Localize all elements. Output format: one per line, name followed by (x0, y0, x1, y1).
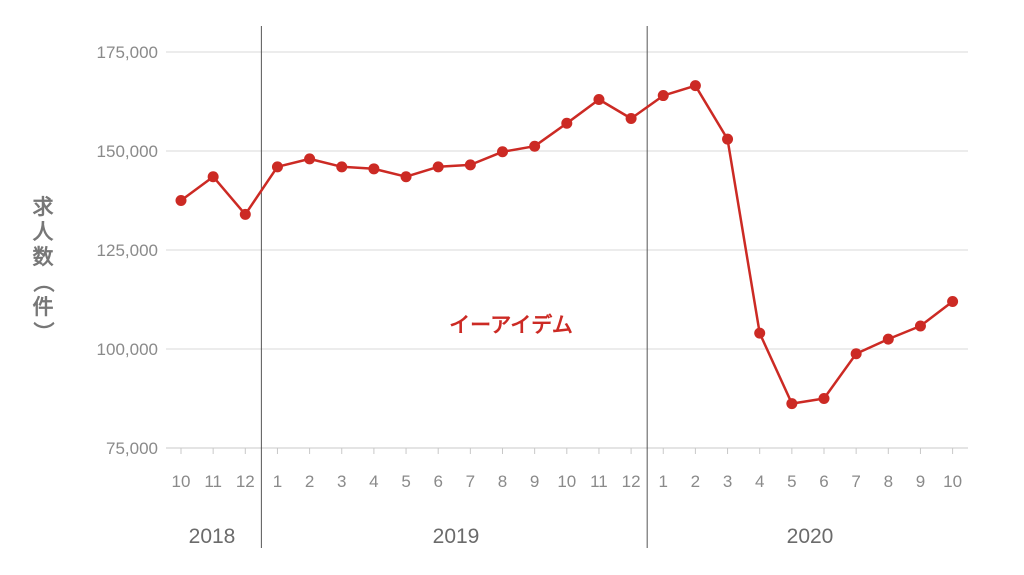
x-tick-label: 7 (466, 472, 475, 491)
data-point (432, 161, 444, 173)
series-line (180, 84, 954, 405)
x-tick-label: 8 (498, 472, 507, 491)
data-point (882, 333, 894, 345)
data-point (722, 133, 734, 145)
y-axis-label: 求人数 （ 件 ） (31, 196, 55, 343)
x-tick-label: 8 (884, 472, 893, 491)
data-point (818, 393, 830, 404)
data-point (464, 159, 476, 171)
x-tick-label: 12 (236, 472, 255, 491)
x-tick-label: 9 (530, 472, 539, 491)
data-point (625, 113, 637, 125)
x-tick-label: 5 (401, 472, 410, 491)
data-point (336, 161, 348, 173)
x-tick-label: 9 (916, 472, 925, 491)
data-point (689, 80, 701, 92)
x-axis-ticks: 10 11 12 1 2 3 4 5 6 7 8 9 10 11 12 1 2 3 4 5 6 7 8 9 10 (172, 448, 962, 491)
y-tick-label: 100,000 (97, 340, 158, 359)
data-point (304, 153, 316, 165)
data-point (497, 146, 508, 158)
year-labels: 2018 2019 2020 (189, 525, 834, 548)
x-tick-label: 1 (273, 472, 282, 491)
data-point (368, 163, 380, 175)
x-tick-label: 6 (819, 472, 828, 491)
x-tick-label: 7 (851, 472, 860, 491)
y-axis-label-char: ） (31, 322, 55, 343)
y-tick-label: 125,000 (97, 241, 158, 260)
data-point (850, 348, 862, 360)
year-label: 2018 (189, 525, 236, 548)
x-tick-label: 11 (204, 472, 222, 491)
y-axis-label-char: 求 (33, 196, 54, 219)
data-point (914, 320, 926, 332)
x-tick-label: 1 (659, 472, 668, 491)
data-point (400, 171, 412, 183)
x-tick-label: 4 (755, 472, 764, 491)
x-tick-label: 10 (557, 472, 576, 491)
x-tick-label: 6 (433, 472, 442, 491)
data-point (175, 195, 187, 206)
y-tick-label: 75,000 (106, 439, 158, 458)
data-point (593, 94, 605, 106)
data-point (561, 117, 573, 129)
x-tick-label: 2 (691, 472, 700, 491)
x-tick-label: 2 (305, 472, 314, 491)
data-point (529, 140, 541, 152)
y-axis-label-char: 件 (33, 296, 54, 319)
data-point (754, 327, 766, 339)
y-axis-label-char: 人 (33, 221, 54, 244)
x-tick-label: 3 (723, 472, 732, 491)
x-tick-label: 12 (622, 472, 641, 491)
x-tick-label: 5 (787, 472, 796, 491)
x-tick-label: 11 (590, 472, 608, 491)
x-tick-label: 10 (943, 472, 962, 491)
x-tick-label: 4 (369, 472, 378, 491)
data-point (657, 90, 669, 102)
data-point (786, 398, 798, 410)
year-label: 2019 (433, 525, 480, 548)
data-point (271, 161, 283, 173)
y-tick-label: 175,000 (97, 43, 158, 62)
data-point (947, 295, 959, 307)
x-tick-label: 3 (337, 472, 346, 491)
data-point (239, 208, 251, 220)
year-dividers (260, 26, 648, 548)
data-point (207, 171, 219, 183)
x-tick-label: 10 (172, 472, 191, 491)
y-axis-ticks: 175,000 150,000 125,000 100,000 75,000 (97, 43, 158, 458)
y-tick-label: 150,000 (97, 142, 158, 161)
series-layer: イーアイデム (175, 80, 959, 410)
y-axis-label-char: 数 (33, 246, 55, 269)
grid-lines (166, 51, 968, 449)
year-label: 2020 (787, 525, 834, 548)
series-label: イーアイデム (449, 313, 573, 337)
y-axis-label-char: （ (31, 272, 55, 293)
